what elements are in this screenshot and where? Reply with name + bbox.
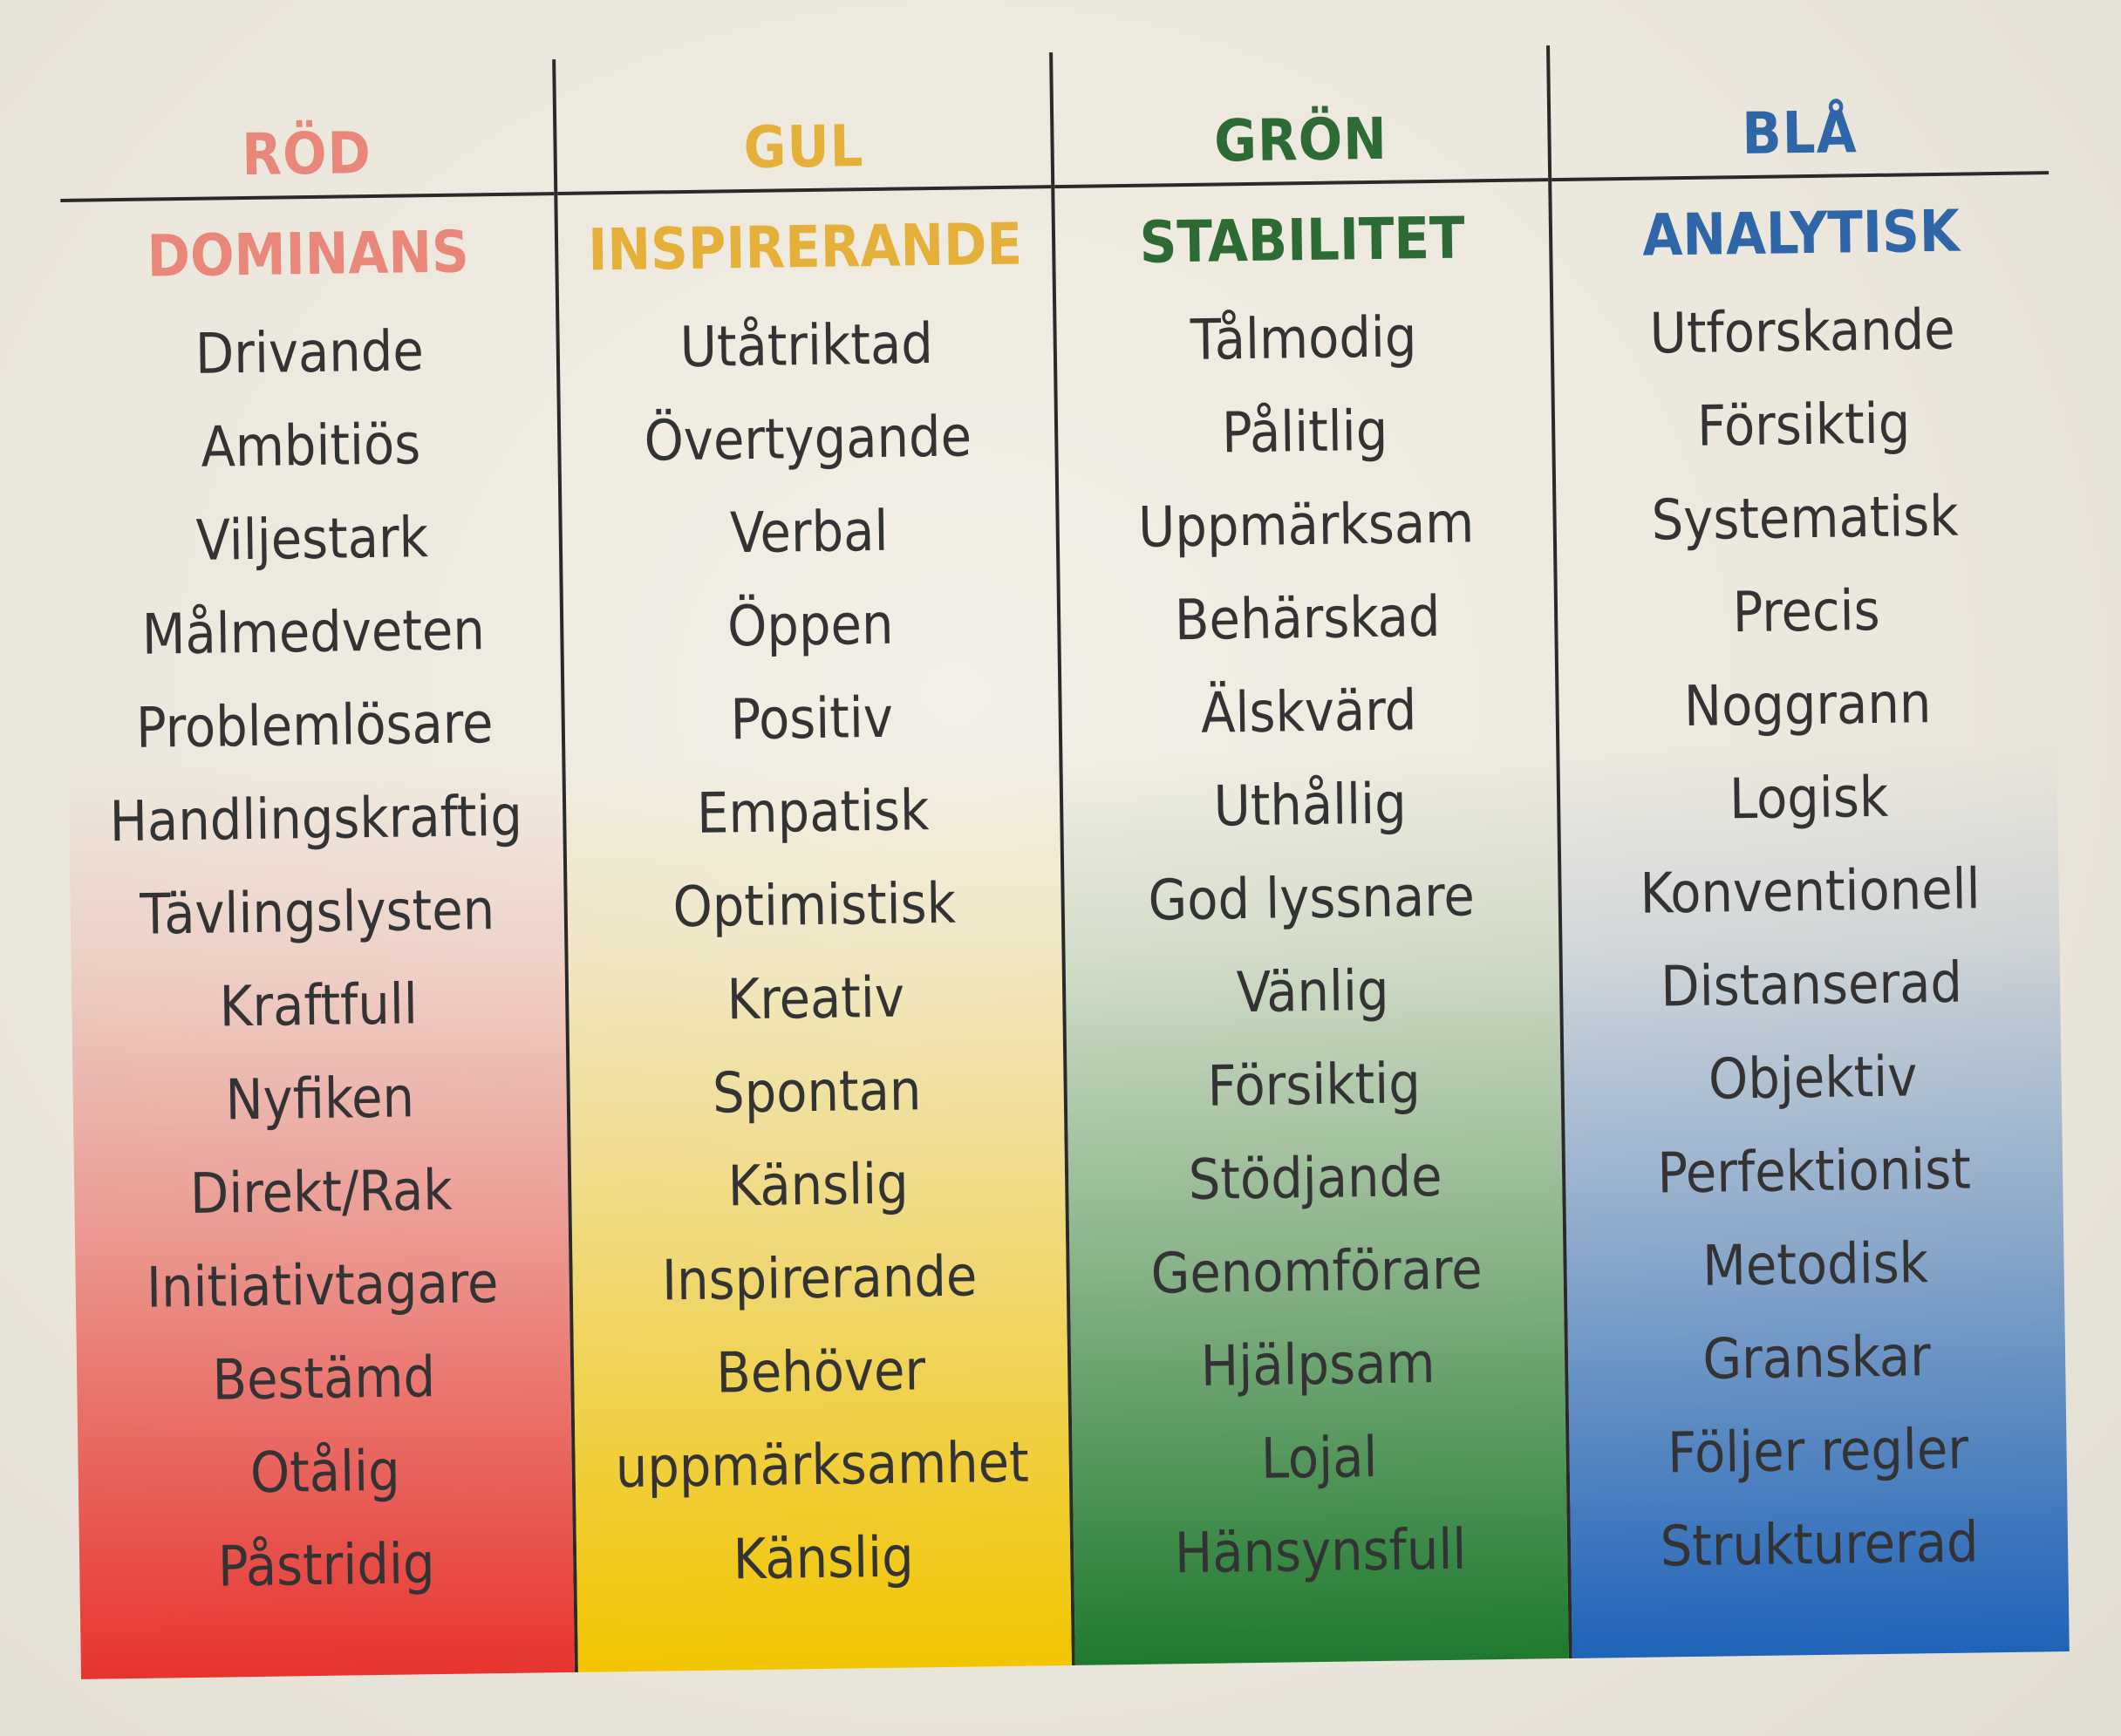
trait-item: Konventionell xyxy=(1640,857,1981,927)
trait-item: Inspirerande xyxy=(661,1244,978,1314)
trait-item: Noggrann xyxy=(1683,671,1932,740)
column-title: RÖD xyxy=(241,119,372,189)
trait-item: Känslig xyxy=(733,1525,915,1593)
trait-item: Påstridig xyxy=(217,1532,435,1600)
trait-item: Logisk xyxy=(1729,765,1889,833)
trait-item: Nyfiken xyxy=(225,1065,415,1134)
trait-list: Utforskande Försiktig Systematisk Precis… xyxy=(1553,283,2069,1596)
trait-item: Kreativ xyxy=(726,965,905,1033)
trait-item: Spontan xyxy=(712,1059,922,1127)
trait-item: Känslig xyxy=(727,1152,910,1220)
trait-item: Uppmärksam xyxy=(1137,491,1475,561)
trait-item: Övertygande xyxy=(644,405,972,474)
column-blue: BLÅ ANALYTISK Utforskande Försiktig Syst… xyxy=(1550,38,2070,1658)
trait-item: Hjälpsam xyxy=(1200,1331,1436,1399)
color-personality-table: RÖD DOMINANS Drivande Ambitiös Viljestar… xyxy=(58,38,2070,1679)
trait-item: Lojal xyxy=(1260,1426,1378,1492)
trait-item: Hänsynsfull xyxy=(1174,1517,1467,1587)
trait-item: Strukturerad xyxy=(1660,1510,1980,1580)
column-green: GRÖN STABILITET Tålmodig Pålitlig Uppmär… xyxy=(1053,45,1572,1665)
column-subtitle: INSPIRERANDE xyxy=(587,210,1023,284)
trait-item: Genomförare xyxy=(1150,1237,1483,1307)
column-subtitle: ANALYTISK xyxy=(1641,197,1961,269)
trait-item: Öppen xyxy=(726,592,894,660)
trait-item: Objektiv xyxy=(1708,1045,1918,1113)
trait-item: Pålitlig xyxy=(1221,398,1388,466)
trait-item: Ambitiös xyxy=(200,412,421,480)
trait-list: Utåtriktad Övertygande Verbal Öppen Posi… xyxy=(559,296,1071,1610)
trait-item: God lyssnare xyxy=(1148,864,1476,934)
trait-item: Bestämd xyxy=(212,1345,436,1413)
trait-item: Tålmodig xyxy=(1190,305,1417,373)
trait-item: Uthållig xyxy=(1213,772,1408,840)
trait-item: Perfektionist xyxy=(1656,1137,1972,1207)
trait-item: Empatisk xyxy=(696,779,930,847)
column-title: GUL xyxy=(743,112,864,182)
trait-item: Utforskande xyxy=(1649,297,1956,367)
trait-item: Tävlingslysten xyxy=(139,878,495,948)
trait-list: Drivande Ambitiös Viljestark Målmedveten… xyxy=(62,303,574,1617)
column-red: RÖD DOMINANS Drivande Ambitiös Viljestar… xyxy=(58,59,578,1679)
trait-item: Behöver xyxy=(715,1338,926,1406)
trait-item: Optimistisk xyxy=(672,871,957,941)
trait-item: Verbal xyxy=(729,499,889,567)
trait-item: Otålig xyxy=(249,1439,401,1507)
trait-item: Utåtriktad xyxy=(679,312,934,381)
trait-item: Granskar xyxy=(1702,1324,1932,1392)
trait-item: Drivande xyxy=(194,319,425,387)
trait-item: Kraftfull xyxy=(219,972,419,1040)
trait-item: Vänlig xyxy=(1236,958,1390,1026)
column-title: BLÅ xyxy=(1741,99,1858,168)
trait-item: Distanserad xyxy=(1660,950,1963,1020)
trait-item: Försiktig xyxy=(1207,1052,1422,1120)
column-title: GRÖN xyxy=(1213,105,1388,175)
column-yellow: GUL INSPIRERANDE Utåtriktad Övertygande … xyxy=(556,52,1075,1672)
trait-item: Stödjande xyxy=(1188,1144,1442,1214)
trait-item: Positiv xyxy=(730,685,894,753)
trait-item: uppmärksamhet xyxy=(615,1430,1030,1501)
trait-item: Försiktig xyxy=(1696,391,1911,460)
column-subtitle: DOMINANS xyxy=(147,218,470,290)
trait-item: Följer regler xyxy=(1667,1417,1969,1487)
trait-item: Metodisk xyxy=(1702,1231,1929,1299)
column-subtitle: STABILITET xyxy=(1139,204,1466,276)
trait-item: Viljestark xyxy=(195,506,429,574)
trait-item: Direkt/Rak xyxy=(189,1158,454,1228)
trait-item: Problemlösare xyxy=(135,691,494,761)
trait-item: Behärskad xyxy=(1174,584,1441,654)
trait-item: Handlingskraftig xyxy=(109,784,523,855)
trait-item: Initiativtagare xyxy=(146,1251,499,1321)
trait-item: Målmedveten xyxy=(141,598,486,668)
trait-list: Tålmodig Pålitlig Uppmärksam Behärskad Ä… xyxy=(1056,289,1568,1603)
trait-item: Älskvärd xyxy=(1200,678,1417,746)
trait-item: Systematisk xyxy=(1651,484,1960,554)
trait-item: Precis xyxy=(1732,578,1881,646)
